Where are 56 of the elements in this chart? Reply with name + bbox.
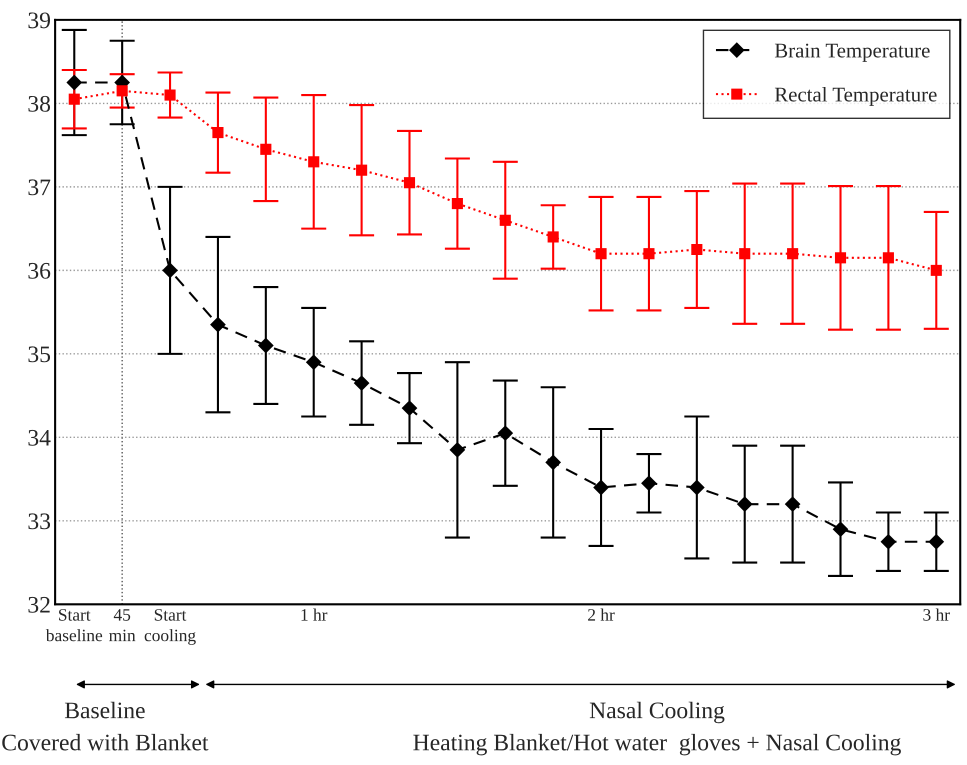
y-tick-label: 39 [28, 12, 50, 28]
text: Baseline [64, 702, 145, 718]
point [500, 214, 511, 226]
point [785, 496, 800, 512]
y-tick-label: 34 [28, 430, 51, 446]
point [402, 400, 418, 416]
point [210, 317, 226, 332]
text: Heating Blanket/Hot water gloves + Nasal Cooling [413, 734, 901, 756]
point [593, 480, 609, 496]
point [162, 262, 178, 278]
x-tick-label: 3 hr [923, 608, 950, 621]
point [787, 248, 798, 260]
legend-label: Rectal Temperature [774, 86, 937, 106]
point [691, 244, 702, 256]
point [116, 85, 128, 96]
point [737, 496, 752, 512]
point [498, 426, 513, 441]
point [258, 338, 274, 354]
point [882, 252, 894, 264]
x-tick-label: 45 min [109, 609, 136, 642]
point [308, 156, 320, 168]
point [928, 534, 944, 550]
point [404, 177, 416, 188]
point [164, 89, 176, 101]
y-tick-label: 35 [28, 346, 50, 362]
point [834, 252, 846, 264]
point [689, 480, 704, 496]
x-tick-label: 2 hr [588, 608, 615, 621]
point [66, 74, 82, 90]
point [306, 354, 322, 370]
point [452, 198, 463, 210]
y-tick-label: 33 [28, 513, 50, 530]
point [548, 231, 559, 243]
point [880, 534, 896, 550]
point [832, 522, 848, 537]
x-tick-label: Start cooling [144, 609, 196, 645]
point [930, 264, 942, 276]
x-tick-label: 1 hr [302, 608, 328, 621]
point [356, 164, 368, 176]
text: Nasal Cooling [590, 702, 724, 724]
point [260, 144, 272, 155]
y-tick-label: 38 [28, 96, 50, 112]
y-tick-label: 32 [28, 596, 50, 613]
point [68, 94, 80, 105]
point [212, 127, 224, 138]
y-tick-label: 37 [28, 179, 50, 196]
point [354, 376, 370, 391]
point [546, 454, 561, 470]
point [596, 248, 607, 260]
text: Covered with Blanket [2, 734, 208, 751]
y-tick-label: 36 [28, 262, 50, 279]
point [450, 442, 465, 458]
point [641, 476, 657, 491]
point [739, 248, 750, 260]
legend-label: Brain Temperature [774, 44, 930, 62]
point [643, 248, 655, 260]
